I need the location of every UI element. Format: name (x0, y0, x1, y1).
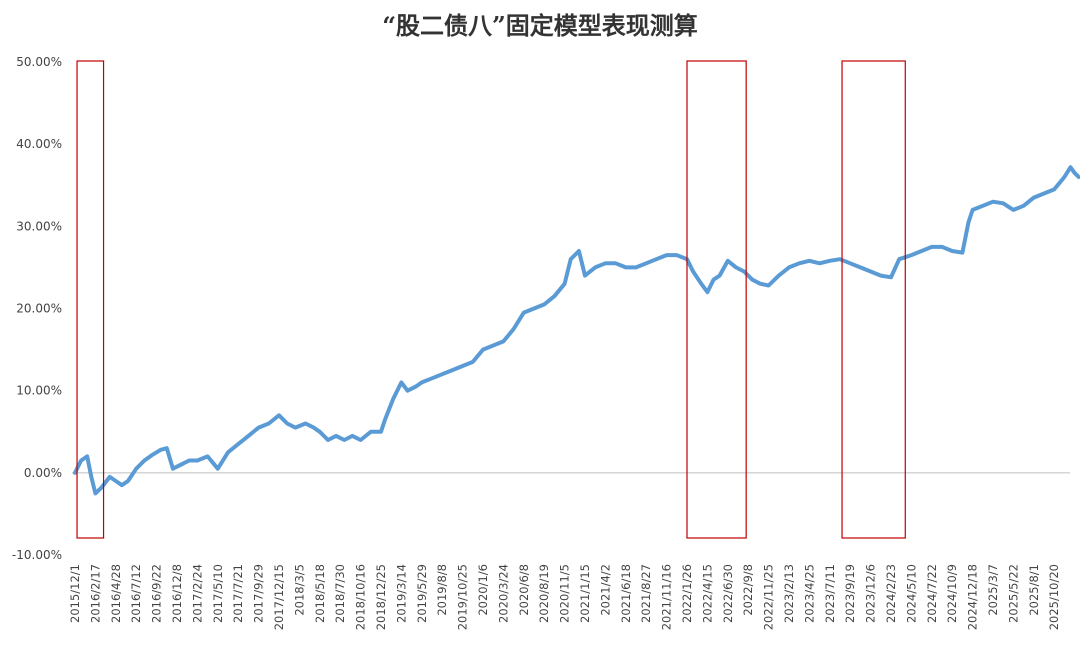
x-tick-label: 2018/7/30 (333, 564, 347, 623)
x-tick-label: 2016/7/12 (129, 564, 143, 623)
y-tick-label: 10.00% (16, 384, 62, 398)
x-tick-label: 2022/11/25 (762, 564, 776, 630)
x-tick-label: 2016/12/8 (170, 564, 184, 623)
x-tick-label: 2018/3/5 (292, 564, 306, 616)
x-tick-label: 2021/6/18 (619, 564, 633, 623)
x-tick-label: 2021/8/27 (639, 564, 653, 623)
x-tick-label: 2023/12/6 (864, 564, 878, 623)
x-tick-label: 2024/12/18 (966, 564, 980, 630)
y-tick-label: 20.00% (16, 302, 62, 316)
x-tick-label: 2022/9/8 (741, 564, 755, 616)
series-line (73, 165, 1080, 496)
x-tick-label: 2023/7/11 (823, 564, 837, 623)
x-tick-label: 2018/5/18 (313, 564, 327, 623)
x-tick-label: 2015/12/1 (68, 564, 82, 623)
x-tick-label: 2020/8/19 (537, 564, 551, 623)
x-tick-label: 2023/4/25 (802, 564, 816, 623)
x-tick-label: 2017/7/21 (231, 564, 245, 623)
x-tick-label: 2020/3/24 (496, 564, 510, 623)
x-tick-label: 2023/2/13 (782, 564, 796, 623)
x-tick-label: 2016/4/28 (109, 564, 123, 623)
y-tick-label: 0.00% (24, 466, 62, 480)
x-tick-label: 2019/8/8 (435, 564, 449, 616)
x-tick-label: 2025/10/20 (1047, 564, 1061, 630)
x-tick-label: 2019/5/29 (415, 564, 429, 623)
x-tick-label: 2020/6/8 (517, 564, 531, 616)
x-tick-label: 2025/8/1 (1027, 564, 1041, 616)
x-tick-label: 2019/3/14 (394, 564, 408, 623)
highlight-box (686, 60, 747, 539)
x-tick-label: 2024/10/9 (945, 564, 959, 623)
x-tick-label: 2016/2/17 (88, 564, 102, 623)
chart-title: “股二债八”固定模型表现测算 (382, 11, 698, 40)
x-tick-label: 2025/5/22 (1006, 564, 1020, 623)
x-tick-label: 2016/9/22 (150, 564, 164, 623)
x-tick-label: 2024/2/23 (884, 564, 898, 623)
y-tick-label: -10.00% (12, 548, 62, 562)
highlight-box (76, 60, 105, 539)
x-tick-label: 2024/5/10 (904, 564, 918, 623)
x-tick-label: 2017/9/29 (252, 564, 266, 623)
y-tick-label: 40.00% (16, 137, 62, 151)
x-tick-label: 2019/10/25 (456, 564, 470, 630)
highlight-box (841, 60, 906, 539)
x-tick-label: 2020/11/5 (558, 564, 572, 623)
x-tick-label: 2017/2/24 (190, 564, 204, 623)
x-tick-label: 2018/12/25 (374, 564, 388, 630)
x-tick-label: 2017/5/10 (211, 564, 225, 623)
x-tick-label: 2022/1/26 (680, 564, 694, 623)
x-tick-label: 2017/12/15 (272, 564, 286, 630)
x-tick-label: 2022/4/15 (700, 564, 714, 623)
x-tick-label: 2020/1/6 (476, 564, 490, 616)
x-tick-label: 2023/9/19 (843, 564, 857, 623)
x-tick-label: 2021/11/16 (660, 564, 674, 630)
y-tick-label: 50.00% (16, 55, 62, 69)
x-tick-label: 2021/1/15 (578, 564, 592, 623)
x-tick-label: 2025/3/7 (986, 564, 1000, 616)
x-tick-label: 2024/7/22 (925, 564, 939, 623)
x-tick-label: 2018/10/16 (354, 564, 368, 630)
x-tick-label: 2022/6/30 (721, 564, 735, 623)
y-tick-label: 30.00% (16, 219, 62, 233)
x-tick-label: 2021/4/2 (598, 564, 612, 616)
